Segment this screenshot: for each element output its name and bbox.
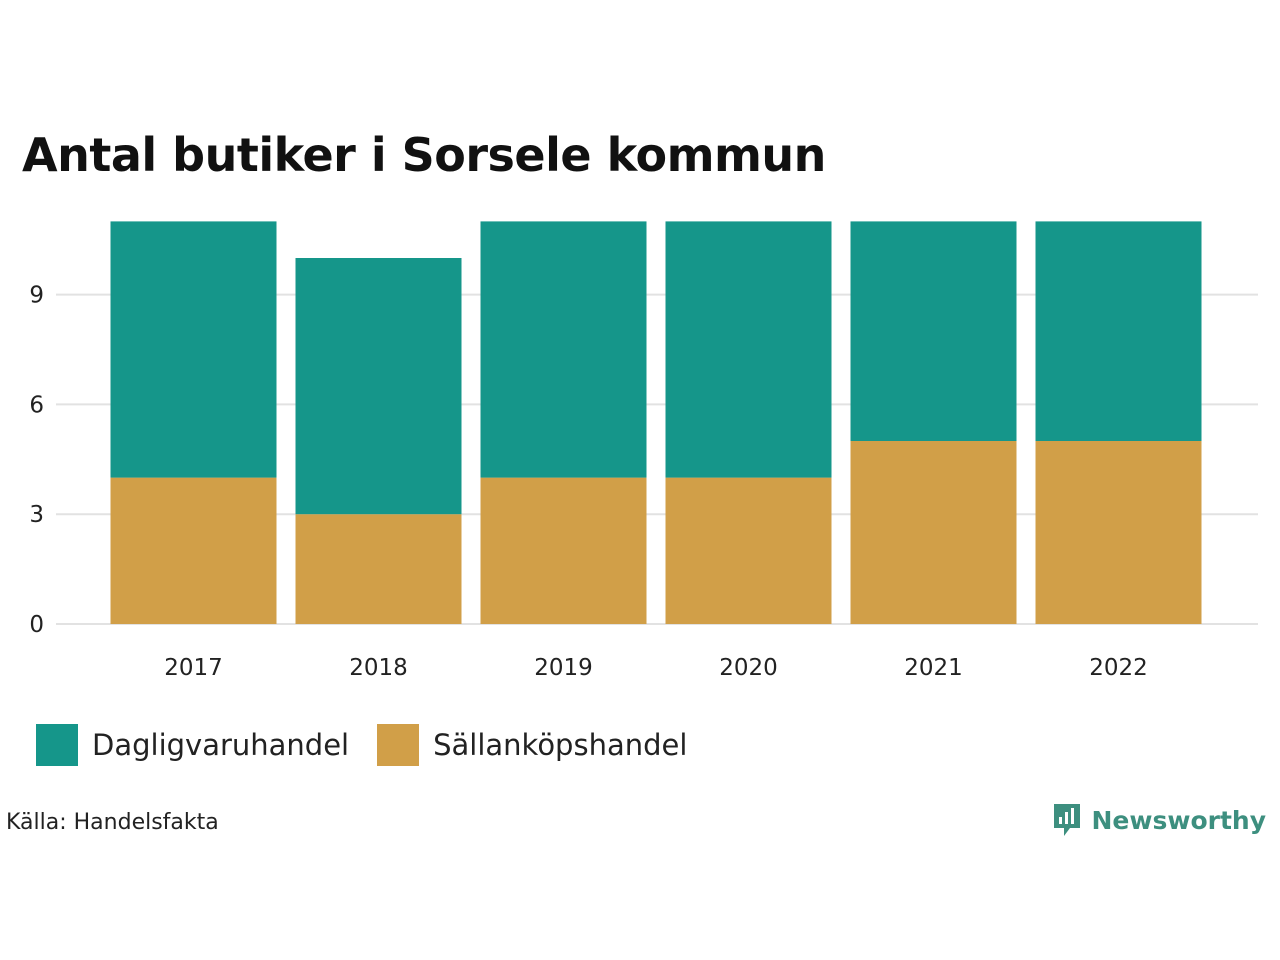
chart-title: Antal butiker i Sorsele kommun	[22, 128, 826, 182]
x-tick-label-2017: 2017	[164, 655, 223, 681]
brand-name: Newsworthy	[1091, 805, 1267, 835]
bar-dagligvaruhandel-2018	[295, 258, 462, 515]
bar-sallankopshandel-2020	[665, 477, 832, 624]
bar-sallankopshandel-2019	[480, 477, 647, 624]
x-tick-label-2019: 2019	[534, 655, 593, 681]
legend-item-dagligvaruhandel: Dagligvaruhandel	[36, 724, 349, 766]
bar-dagligvaruhandel-2021	[850, 221, 1017, 441]
x-tick-label-2021: 2021	[904, 655, 963, 681]
y-tick-label-3: 3	[29, 502, 44, 528]
bar-sallankopshandel-2022	[1035, 441, 1202, 624]
bar-dagligvaruhandel-2017	[110, 221, 277, 478]
stacked-bar-chart: 0 3 6 9 2017 2018 2019 2020 2021 2022	[29, 221, 1258, 681]
brand-logo: Newsworthy	[1052, 800, 1267, 840]
legend-label-dagligvaruhandel: Dagligvaruhandel	[92, 728, 350, 762]
y-tick-label-0: 0	[29, 612, 44, 638]
bar-sallankopshandel-2021	[850, 441, 1017, 624]
legend-swatch-sallankopshandel	[377, 724, 420, 766]
bar-dagligvaruhandel-2022	[1035, 221, 1202, 441]
bar-sallankopshandel-2018	[295, 514, 462, 624]
x-tick-label-2018: 2018	[349, 655, 408, 681]
legend-label-sallankopshandel: Sällanköpshandel	[433, 728, 688, 762]
legend-swatch-dagligvaruhandel	[36, 724, 78, 766]
y-tick-label-6: 6	[29, 392, 44, 418]
bar-dagligvaruhandel-2020	[665, 221, 832, 478]
chart-legend: Dagligvaruhandel Sällanköpshandel	[36, 724, 715, 766]
x-tick-label-2020: 2020	[719, 655, 778, 681]
x-tick-label-2022: 2022	[1089, 655, 1148, 681]
source-note: Källa: Handelsfakta	[6, 810, 219, 835]
legend-item-sallankopshandel: Sällanköpshandel	[377, 724, 687, 766]
bar-dagligvaruhandel-2019	[480, 221, 647, 478]
y-tick-label-9: 9	[29, 283, 44, 309]
bar-sallankopshandel-2017	[110, 477, 277, 624]
newsworthy-logo-icon	[1053, 804, 1080, 836]
